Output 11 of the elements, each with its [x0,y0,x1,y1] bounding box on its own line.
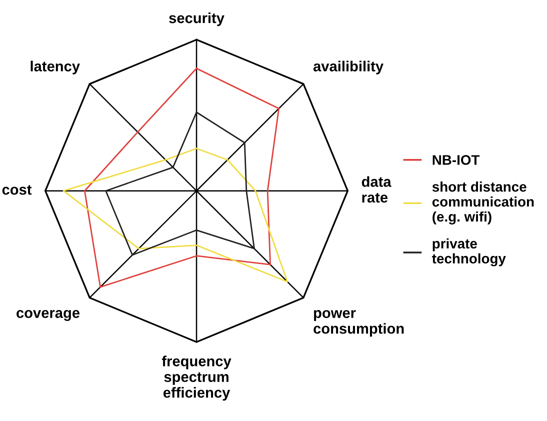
spoke-label: latency [30,60,80,74]
spoke-label: security [169,12,224,26]
legend-label: NB-IOT [432,155,480,165]
legend-label: private technology [432,238,506,266]
spoke-label: cost [2,185,32,195]
spoke-label: data rate [362,176,392,203]
spoke-label: availibility [313,60,384,74]
spoke-label: power consumption [314,310,404,337]
spoke-label: coverage [16,310,80,321]
legend-label: short distance communication (e.g. wifi) [432,182,534,224]
spoke-label: frequency spectrum efficiency [162,356,232,401]
